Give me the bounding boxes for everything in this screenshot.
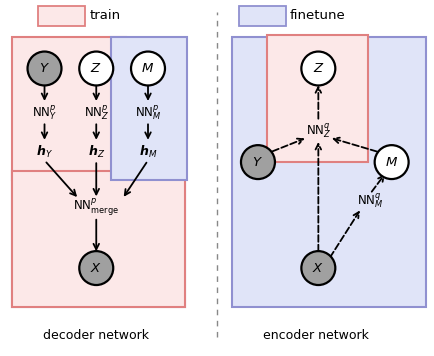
Text: $Z$: $Z$ [312, 62, 324, 75]
Ellipse shape [79, 251, 113, 285]
Text: encoder network: encoder network [263, 329, 369, 342]
Ellipse shape [79, 52, 113, 85]
Text: $\mathrm{NN}_M^q$: $\mathrm{NN}_M^q$ [357, 192, 383, 210]
FancyBboxPatch shape [232, 37, 426, 307]
Text: $\boldsymbol{h}_Z$: $\boldsymbol{h}_Z$ [88, 143, 105, 159]
FancyBboxPatch shape [12, 37, 126, 180]
Text: $\mathrm{NN}_M^p$: $\mathrm{NN}_M^p$ [135, 103, 161, 122]
FancyBboxPatch shape [266, 35, 368, 162]
Ellipse shape [301, 52, 335, 85]
Ellipse shape [131, 52, 165, 85]
Text: $M$: $M$ [385, 156, 398, 169]
Text: $Y$: $Y$ [253, 156, 263, 169]
Text: $M$: $M$ [141, 62, 155, 75]
Text: $Z$: $Z$ [90, 62, 102, 75]
Text: $X$: $X$ [90, 262, 102, 274]
FancyBboxPatch shape [112, 37, 187, 180]
Text: $\boldsymbol{h}_M$: $\boldsymbol{h}_M$ [139, 143, 157, 159]
FancyBboxPatch shape [12, 171, 184, 307]
Ellipse shape [375, 145, 409, 179]
Text: $Y$: $Y$ [39, 62, 50, 75]
Text: $X$: $X$ [312, 262, 324, 274]
FancyBboxPatch shape [12, 171, 184, 307]
Text: $\mathrm{NN}_{\mathrm{merge}}^p$: $\mathrm{NN}_{\mathrm{merge}}^p$ [73, 198, 119, 218]
Text: decoder network: decoder network [43, 329, 149, 342]
Ellipse shape [241, 145, 275, 179]
Ellipse shape [27, 52, 62, 85]
Text: train: train [90, 9, 121, 22]
Text: $\mathrm{NN}_Y^p$: $\mathrm{NN}_Y^p$ [32, 103, 57, 122]
Text: $\mathrm{NN}_Z^p$: $\mathrm{NN}_Z^p$ [83, 103, 109, 122]
Text: finetune: finetune [289, 9, 345, 22]
Text: $\mathrm{NN}_Z^q$: $\mathrm{NN}_Z^q$ [306, 121, 331, 140]
FancyBboxPatch shape [239, 6, 286, 26]
Ellipse shape [301, 251, 335, 285]
Text: $\boldsymbol{h}_Y$: $\boldsymbol{h}_Y$ [36, 143, 53, 159]
FancyBboxPatch shape [38, 6, 85, 26]
